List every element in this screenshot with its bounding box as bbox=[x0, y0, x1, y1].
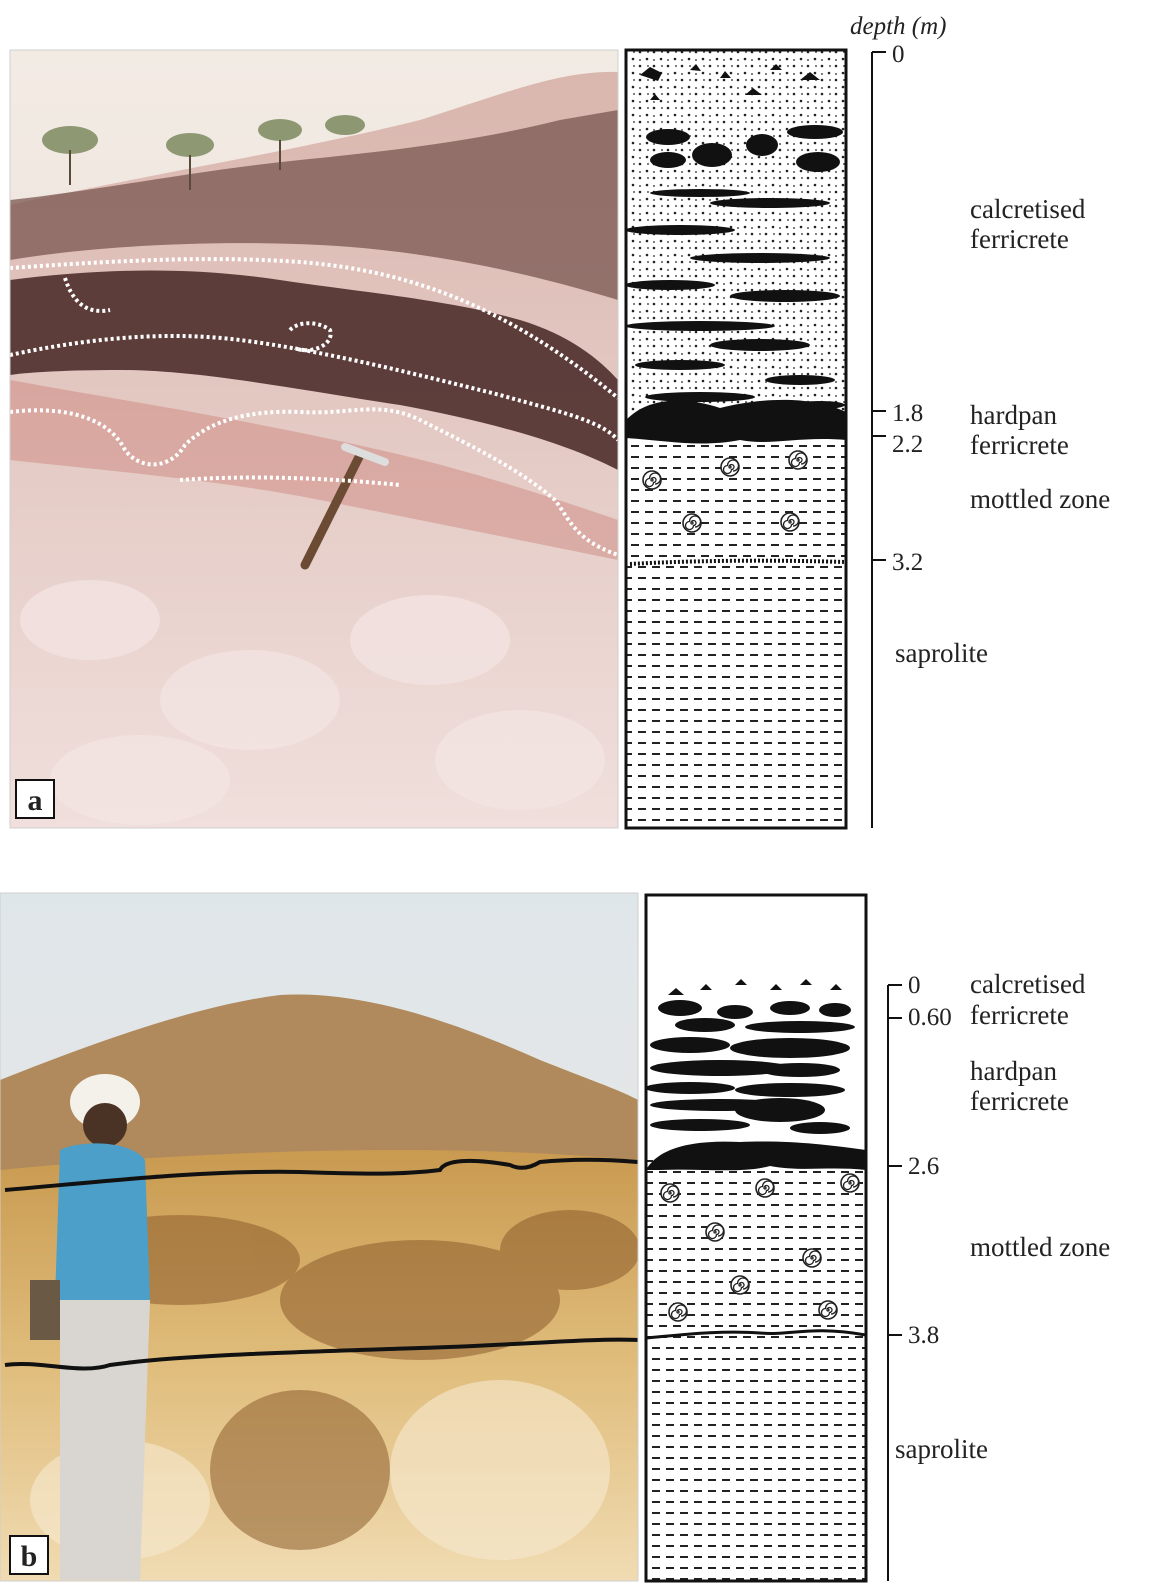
depth-tick-a-3: 3.2 bbox=[892, 549, 923, 576]
horizon-label-a-saprolite: saprolite bbox=[895, 638, 988, 668]
depth-tick-b-2: 2.6 bbox=[908, 1153, 939, 1180]
horizon-label-a-calcretised-1: calcretised bbox=[970, 194, 1086, 224]
panel-b-label: b bbox=[9, 1535, 49, 1575]
log-column-a bbox=[624, 48, 848, 830]
photo-a bbox=[10, 50, 618, 828]
horizon-label-a-calcretised-2: ferricrete bbox=[970, 224, 1069, 254]
photo-b bbox=[0, 893, 638, 1581]
depth-tick-a-2: 2.2 bbox=[892, 431, 923, 458]
horizon-label-b-hardpan-2: ferricrete bbox=[970, 1086, 1069, 1116]
svg-text:a: a bbox=[28, 784, 43, 817]
horizon-label-b-calcretised-2: ferricrete bbox=[970, 1000, 1069, 1030]
depth-tick-a-1: 1.8 bbox=[892, 400, 923, 427]
rock-hammer bbox=[300, 443, 389, 570]
horizon-label-a-mottled: mottled zone bbox=[970, 484, 1110, 514]
horizon-label-a-hardpan-1: hardpan bbox=[970, 400, 1057, 430]
depth-tick-a-0: 0 bbox=[892, 41, 905, 68]
depth-tick-b-1: 0.60 bbox=[908, 1004, 952, 1031]
log-column-b bbox=[644, 893, 868, 1583]
depth-axis-a bbox=[871, 51, 886, 828]
depth-tick-b-3: 3.8 bbox=[908, 1322, 939, 1349]
svg-text:b: b bbox=[21, 1540, 38, 1573]
depth-axis-title: depth (m) bbox=[850, 13, 947, 40]
horizon-label-a-hardpan-2: ferricrete bbox=[970, 430, 1069, 460]
horizon-label-b-mottled: mottled zone bbox=[970, 1232, 1110, 1262]
depth-tick-b-0: 0 bbox=[908, 972, 921, 999]
depth-axis-b bbox=[887, 984, 902, 1581]
horizon-label-b-saprolite: saprolite bbox=[895, 1434, 988, 1464]
horizon-label-b-calcretised-1: calcretised bbox=[970, 969, 1086, 999]
horizon-label-b-hardpan-1: hardpan bbox=[970, 1056, 1057, 1086]
panel-a-label: a bbox=[15, 779, 55, 819]
